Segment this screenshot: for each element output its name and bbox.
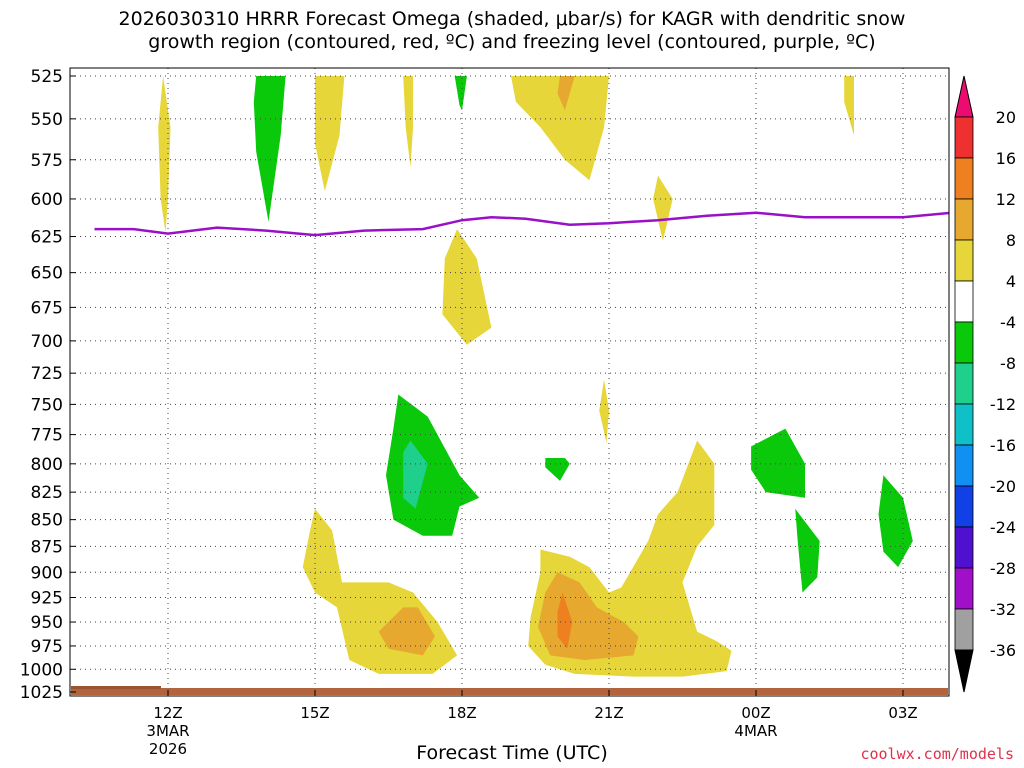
colorbar-label: 20	[996, 108, 1016, 127]
omega-region-4-3	[403, 76, 413, 168]
y-tick-label: 600	[31, 190, 63, 210]
y-tick-label: 950	[31, 613, 63, 633]
colorbar-label: -20	[990, 477, 1016, 496]
grid-lines	[70, 68, 949, 696]
colorbar-box-0	[954, 116, 974, 159]
y-tick-label: 1025	[20, 683, 63, 703]
colorbar-label: -16	[990, 436, 1016, 455]
colorbar-box-1	[954, 157, 974, 200]
colorbar-label: 16	[996, 149, 1016, 168]
omega-region-4-8	[844, 76, 854, 136]
x-tick-label: 21Z	[594, 704, 623, 722]
colorbar-box-7	[954, 403, 974, 446]
y-tick-label: 750	[31, 395, 63, 415]
x-tick-date-label: 4MAR	[734, 722, 777, 740]
y-tick-label: 900	[31, 563, 63, 583]
colorbar-box-8	[954, 444, 974, 487]
colorbar-top-triangle	[954, 75, 974, 118]
omega-region-8-18	[378, 607, 435, 656]
colorbar: 20 16 12 8 4 -4 -8 -12 -16 -20 -24 -28 -32 -36	[954, 75, 1016, 693]
y-tick-label: 775	[31, 426, 63, 446]
y-tick-label: 650	[31, 264, 63, 284]
y-tick-label: 675	[31, 298, 63, 318]
omega-region--4-15	[795, 508, 820, 593]
y-tick-label: 700	[31, 332, 63, 352]
colorbar-box-9	[954, 485, 974, 528]
x-tick-label: 00Z	[741, 704, 770, 722]
y-tick-label: 575	[31, 151, 63, 171]
x-tick-label: 12Z	[153, 704, 182, 722]
freezing-level-line	[94, 211, 949, 237]
colorbar-box-10	[954, 526, 974, 569]
colorbar-label: -36	[990, 641, 1016, 660]
omega-region--4-16	[878, 475, 913, 568]
omega-region-12-21	[557, 592, 573, 649]
colorbar-box-6	[954, 362, 974, 405]
surface-layer	[71, 686, 948, 695]
colorbar-box-5	[954, 321, 974, 364]
y-tick-label: 525	[31, 67, 63, 87]
y-tick-label: 925	[31, 588, 63, 608]
y-tick-label: 1000	[20, 660, 63, 680]
colorbar-label: -24	[990, 518, 1016, 537]
omega-region--4-4	[454, 76, 467, 111]
y-tick-label: 825	[31, 483, 63, 503]
omega-region--4-1	[253, 76, 286, 222]
colorbar-box-3	[954, 239, 974, 282]
colorbar-label: -4	[1000, 313, 1016, 332]
colorbar-label: -32	[990, 600, 1016, 619]
omega-region-8-6	[557, 76, 575, 111]
chart-title-line1: 2026030310 HRRR Forecast Omega (shaded, …	[118, 8, 906, 30]
omega-region-4-7	[653, 175, 673, 241]
y-tick-label: 625	[31, 228, 63, 248]
colorbar-label: -8	[1000, 354, 1016, 373]
x-tick-year-label: 2026	[149, 740, 187, 758]
colorbar-label: 4	[1006, 272, 1016, 291]
colorbar-box-11	[954, 567, 974, 610]
colorbar-box-12	[954, 608, 974, 651]
omega-region-4-2	[315, 76, 345, 192]
y-tick-label: 875	[31, 537, 63, 557]
y-axis: 525 550 575 600 625 650 675 700 725 750 775 800 825 8…	[20, 67, 76, 703]
y-tick-label: 975	[31, 637, 63, 657]
freezing-level-layer	[94, 211, 949, 237]
omega-region-4-0	[158, 76, 171, 233]
omega-region-4-10	[599, 379, 609, 443]
omega-region--8-12	[403, 440, 428, 509]
colorbar-label: -12	[990, 395, 1016, 414]
colorbar-label: 8	[1006, 231, 1016, 250]
x-tick-date-label: 3MAR	[146, 722, 189, 740]
omega-shaded-regions	[158, 76, 913, 677]
omega-region--4-14	[751, 428, 805, 498]
omega-region-4-9	[442, 229, 492, 345]
y-tick-label: 550	[31, 110, 63, 130]
x-tick-label: 15Z	[300, 704, 329, 722]
surface-bar	[71, 688, 948, 695]
y-tick-label: 725	[31, 364, 63, 384]
x-tick-label: 03Z	[888, 704, 917, 722]
plot-frame	[69, 67, 950, 697]
omega-region-4-5	[511, 76, 609, 181]
colorbar-box-4	[954, 280, 974, 323]
omega-region--4-11	[386, 394, 480, 536]
chart-title-line2: growth region (contoured, red, ºC) and f…	[148, 31, 876, 53]
colorbar-label: -28	[990, 559, 1016, 578]
x-axis-label: Forecast Time (UTC)	[416, 742, 608, 764]
y-tick-label: 850	[31, 511, 63, 531]
colorbar-box-2	[954, 198, 974, 241]
x-tick-label: 18Z	[447, 704, 476, 722]
colorbar-label: 12	[996, 190, 1016, 209]
y-tick-label: 800	[31, 455, 63, 475]
credit-text: coolwx.com/models	[860, 745, 1014, 763]
omega-region--4-13	[545, 458, 570, 481]
surface-bar-edge	[71, 686, 161, 689]
colorbar-bottom-triangle	[954, 649, 974, 693]
